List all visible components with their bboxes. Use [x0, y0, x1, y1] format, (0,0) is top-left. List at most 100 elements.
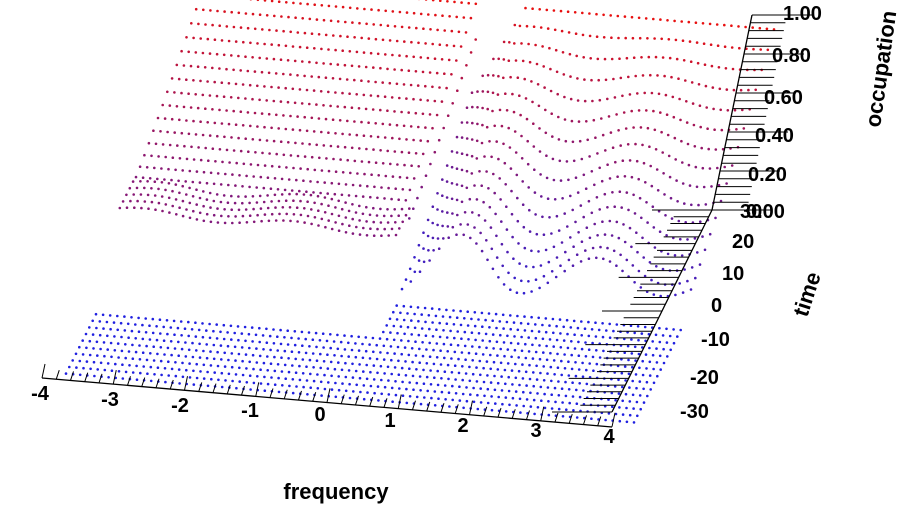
surface-dot — [689, 288, 693, 291]
surface-dot — [538, 127, 541, 130]
surface-dot — [433, 404, 437, 407]
frequency-tick — [84, 372, 89, 382]
surface-dot — [166, 130, 169, 134]
surface-dot — [282, 153, 286, 157]
surface-dot — [537, 104, 541, 108]
surface-dot — [230, 54, 233, 57]
surface-dot — [263, 42, 266, 46]
surface-dot — [537, 330, 541, 333]
surface-dot — [153, 373, 156, 376]
surface-dot — [666, 252, 670, 256]
surface-dot — [433, 99, 437, 103]
surface-dot — [375, 343, 379, 347]
surface-dot — [338, 77, 342, 81]
surface-dot — [537, 250, 540, 253]
surface-dot — [459, 223, 462, 226]
surface-dot — [413, 270, 417, 274]
surface-dot — [233, 345, 237, 349]
surface-dot — [538, 150, 542, 153]
surface-dot — [116, 314, 119, 318]
surface-dot — [314, 331, 318, 335]
surface-dot — [164, 188, 167, 192]
surface-dot — [495, 326, 498, 330]
surface-dot — [266, 355, 269, 358]
surface-dot — [649, 73, 652, 77]
surface-dot — [565, 318, 569, 322]
surface-dot — [211, 66, 214, 70]
surface-dot — [386, 67, 389, 71]
surface-dot — [179, 320, 183, 323]
surface-dot — [476, 106, 479, 109]
surface-dot — [524, 6, 527, 10]
surface-dot — [455, 135, 459, 139]
surface-dot — [266, 194, 269, 197]
surface-dot — [334, 221, 337, 224]
surface-dot — [234, 359, 237, 362]
surface-dot — [267, 219, 271, 223]
surface-dot — [316, 180, 319, 184]
surface-dot — [503, 354, 506, 358]
surface-dot — [577, 120, 581, 123]
frequency-tick — [55, 370, 60, 380]
surface-dot — [211, 23, 214, 27]
surface-dot — [201, 335, 205, 339]
frequency-tick — [540, 406, 545, 421]
surface-dot — [113, 349, 117, 352]
surface-dot — [232, 68, 235, 72]
surface-dot — [455, 59, 458, 62]
surface-dot — [325, 339, 329, 343]
surface-dot — [288, 192, 291, 196]
surface-dot — [523, 329, 527, 332]
surface-dot — [95, 340, 99, 344]
surface-dot — [735, 128, 738, 131]
surface-dot — [419, 389, 422, 392]
surface-dot — [148, 338, 152, 341]
surface-dot — [646, 126, 650, 130]
surface-dot — [143, 186, 146, 190]
surface-dot — [483, 219, 487, 222]
surface-dot — [366, 391, 369, 394]
surface-dot — [564, 139, 568, 143]
surface-dot — [598, 356, 602, 359]
surface-dot — [710, 185, 713, 188]
surface-dot — [306, 214, 310, 218]
surface-dot — [205, 329, 208, 332]
frequency-tick — [41, 363, 46, 379]
surface-dot — [504, 396, 508, 399]
surface-dot — [501, 402, 504, 406]
surface-dot — [465, 121, 469, 124]
surface-dot — [327, 48, 330, 51]
surface-dot — [618, 190, 622, 193]
surface-dot — [510, 355, 513, 359]
surface-dot — [212, 213, 216, 217]
surface-dot — [553, 386, 557, 390]
surface-dot — [542, 351, 545, 354]
surface-dot — [497, 276, 500, 279]
surface-dot — [697, 203, 700, 207]
surface-dot — [642, 161, 646, 165]
surface-dot — [641, 236, 644, 240]
surface-dot — [502, 327, 505, 330]
surface-dot — [468, 379, 472, 383]
surface-dot — [414, 111, 418, 115]
surface-dot — [678, 282, 681, 285]
surface-dot — [451, 212, 454, 215]
surface-dot — [567, 374, 571, 377]
surface-dot — [369, 135, 373, 138]
surface-dot — [625, 258, 629, 262]
surface-dot — [237, 96, 240, 100]
surface-dot — [477, 332, 481, 335]
surface-dot — [412, 207, 415, 210]
surface-dot — [412, 388, 415, 392]
surface-dot — [341, 382, 344, 385]
time-tick-label: -10 — [701, 329, 730, 351]
surface-dot — [597, 78, 600, 82]
surface-dot — [322, 360, 326, 363]
surface-dot — [118, 206, 122, 210]
surface-dot — [196, 106, 200, 110]
surface-dot — [704, 203, 708, 206]
surface-dot — [655, 168, 659, 171]
surface-dot — [216, 364, 220, 368]
surface-dot — [244, 137, 247, 140]
surface-dot — [155, 338, 159, 342]
